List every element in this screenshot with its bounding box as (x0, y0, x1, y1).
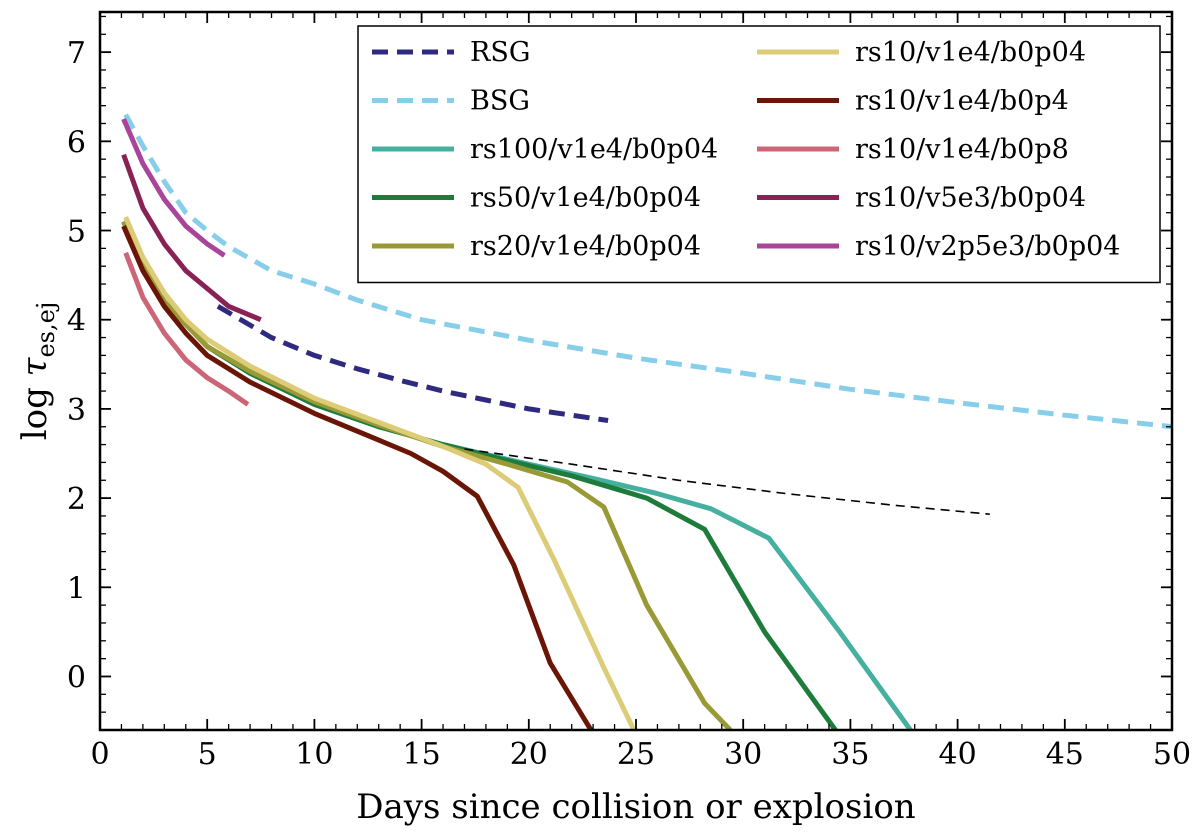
series-line-rs10-v2p5e3-b0p04 (121, 118, 226, 258)
legend-label-rs100-v1e4-b0p04: rs100/v1e4/b0p04 (470, 134, 718, 165)
x-axis-title: Days since collision or explosion (356, 787, 915, 827)
x-tick-label: 35 (831, 737, 869, 772)
y-tick-label: 7 (67, 36, 86, 71)
y-tick-label: 1 (67, 571, 86, 606)
legend-box (357, 25, 1161, 284)
series-line-reference-10 (464, 448, 990, 515)
legend-label-rs10-v1e4-b0p4: rs10/v1e4/b0p4 (855, 86, 1069, 117)
x-tick-label: 40 (939, 737, 977, 772)
x-tick-label: 15 (403, 737, 441, 772)
y-axis-title-symbol: τ (15, 356, 55, 376)
y-axis-title-subscript: es,ej (32, 302, 60, 358)
x-tick-label: 50 (1153, 737, 1191, 772)
y-tick-label: 3 (67, 393, 86, 428)
x-tick-label: 30 (724, 737, 762, 772)
series-line-rs100-v1e4-b0p04 (121, 220, 913, 730)
y-tick-label: 4 (67, 304, 86, 339)
y-axis-title: log τes,ej (15, 302, 60, 441)
y-tick-label: 6 (67, 125, 86, 160)
legend: RSG BSG rs100/v1e4/b0p04 rs50/v1e4/b0p04 rs2… (357, 25, 1161, 284)
legend-label-rs10-v1e4-b0p04: rs10/v1e4/b0p04 (855, 37, 1086, 68)
series-line-rs10-v1e4-b0p04 (123, 216, 637, 730)
y-tick-label: 5 (67, 215, 86, 250)
y-tick-label: 2 (67, 482, 86, 517)
x-tick-label: 20 (510, 737, 548, 772)
y-tick-label: 0 (67, 660, 86, 695)
series-line-rsg (216, 304, 609, 423)
x-tick-label: 45 (1046, 737, 1084, 772)
series-line-bsg (123, 113, 1172, 430)
legend-label-rs10-v5e3-b0p04: rs10/v5e3/b0p04 (855, 183, 1086, 214)
legend-label-bsg: BSG (470, 86, 530, 117)
series-layer (121, 113, 1172, 730)
legend-label-rs50-v1e4-b0p04: rs50/v1e4/b0p04 (470, 183, 701, 214)
x-tick-label: 5 (198, 737, 217, 772)
x-tick-label: 25 (617, 737, 655, 772)
y-axis-title-prefix: log (15, 376, 55, 440)
legend-label-rs10-v1e4-b0p8: rs10/v1e4/b0p8 (855, 134, 1069, 165)
series-line-rs10-v1e4-b0p4 (121, 225, 594, 730)
legend-label-rs20-v1e4-b0p04: rs20/v1e4/b0p04 (470, 231, 701, 262)
series-line-rs20-v1e4-b0p04 (121, 220, 733, 730)
series-line-rs50-v1e4-b0p04 (121, 220, 838, 730)
series-line-rs10-v1e4-b0p8 (123, 251, 250, 407)
x-tick-label: 10 (295, 737, 333, 772)
series-line-rs10-v5e3-b0p04 (121, 153, 262, 323)
x-tick-label: 0 (90, 737, 109, 772)
legend-label-rsg: RSG (470, 37, 530, 68)
legend-label-rs10-v2p5e3-b0p04: rs10/v2p5e3/b0p04 (855, 231, 1120, 262)
